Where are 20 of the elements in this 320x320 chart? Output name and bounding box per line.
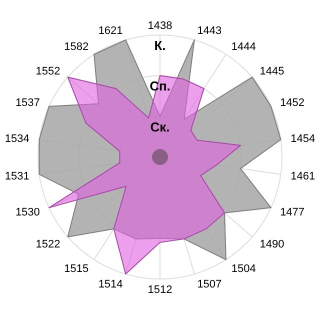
spoke-label: 1452 [280, 97, 305, 110]
spoke-label: 1438 [148, 20, 172, 32]
spoke-label: 1454 [290, 133, 316, 146]
spoke-label: 1530 [15, 206, 40, 219]
spoke-label: 1552 [36, 65, 60, 78]
spoke-label: 1582 [64, 40, 89, 53]
y-tick-label: К. [154, 38, 166, 53]
spoke-label: 1507 [197, 278, 222, 291]
spoke-label: 1477 [280, 206, 305, 219]
spoke-label: 1461 [290, 170, 316, 183]
spoke-label: 1531 [4, 170, 30, 183]
spoke-label: 1534 [4, 133, 30, 146]
spoke-label: 1621 [98, 25, 123, 38]
spoke-label: 1490 [260, 238, 284, 250]
spoke-label: 1537 [15, 97, 40, 110]
spoke-label: 1443 [197, 25, 222, 38]
spoke-label: 1444 [231, 40, 256, 53]
spoke-label: 1512 [148, 284, 172, 296]
spoke-label: 1445 [260, 65, 284, 78]
spoke-label: 1514 [98, 278, 123, 291]
